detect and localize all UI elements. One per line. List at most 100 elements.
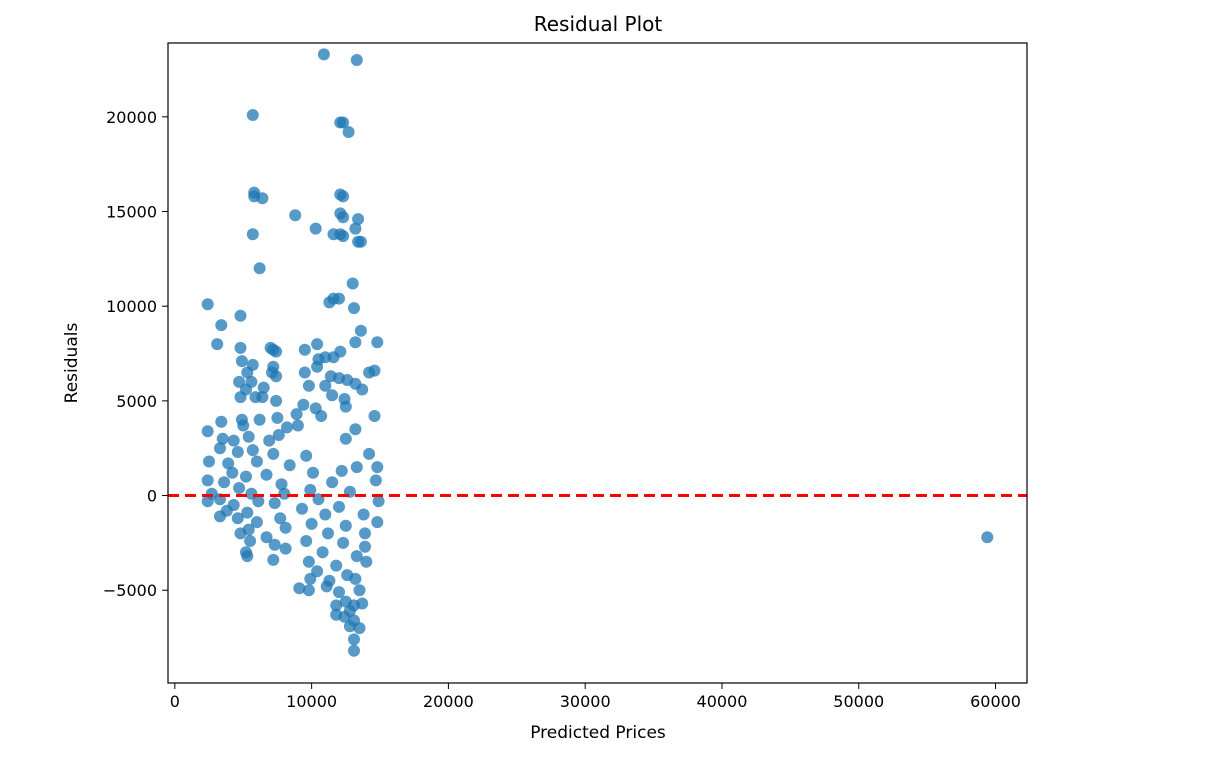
data-point bbox=[211, 338, 224, 351]
x-tick-label: 60000 bbox=[970, 692, 1021, 711]
x-tick-label: 40000 bbox=[697, 692, 748, 711]
data-point bbox=[317, 48, 330, 61]
data-point bbox=[349, 423, 362, 436]
data-point bbox=[337, 230, 350, 243]
data-point bbox=[201, 495, 214, 508]
data-point bbox=[363, 366, 376, 379]
y-tick-label: 10000 bbox=[106, 297, 157, 316]
data-point bbox=[244, 535, 257, 547]
data-point bbox=[339, 400, 352, 413]
data-point bbox=[237, 419, 250, 432]
data-point bbox=[350, 461, 363, 474]
data-point bbox=[253, 413, 266, 426]
data-point bbox=[330, 599, 343, 612]
data-point bbox=[289, 209, 302, 222]
x-axis-label: Predicted Prices bbox=[530, 723, 666, 743]
data-point bbox=[343, 620, 356, 633]
data-point bbox=[333, 586, 345, 599]
data-point bbox=[235, 355, 248, 368]
data-point bbox=[278, 487, 291, 500]
data-point bbox=[300, 535, 313, 547]
data-point bbox=[315, 410, 328, 422]
data-point bbox=[240, 470, 252, 483]
data-point bbox=[279, 521, 292, 534]
data-point bbox=[215, 319, 228, 332]
data-point bbox=[311, 360, 324, 373]
data-point bbox=[307, 466, 319, 479]
data-point bbox=[281, 421, 293, 434]
data-point bbox=[275, 478, 288, 491]
data-point bbox=[226, 466, 239, 479]
x-tick-label: 50000 bbox=[833, 692, 884, 711]
data-point bbox=[242, 430, 255, 443]
data-point bbox=[215, 415, 228, 428]
data-point bbox=[260, 468, 273, 481]
data-point bbox=[270, 370, 283, 383]
data-point bbox=[302, 555, 315, 568]
data-point bbox=[330, 559, 343, 572]
data-point bbox=[231, 446, 244, 458]
data-point bbox=[305, 517, 318, 530]
scatter-points bbox=[201, 48, 994, 657]
data-point bbox=[360, 555, 373, 568]
data-point bbox=[227, 434, 240, 447]
data-point bbox=[201, 425, 214, 438]
data-point bbox=[371, 336, 384, 349]
data-point bbox=[253, 262, 266, 275]
data-point bbox=[981, 531, 994, 544]
y-tick-label: 20000 bbox=[106, 108, 157, 127]
data-point bbox=[260, 531, 273, 544]
data-point bbox=[283, 459, 296, 472]
data-point bbox=[309, 222, 322, 235]
data-point bbox=[252, 495, 265, 508]
data-point bbox=[327, 351, 340, 364]
data-point bbox=[268, 497, 281, 510]
data-point bbox=[356, 383, 369, 396]
data-point bbox=[350, 550, 363, 563]
data-point bbox=[304, 572, 317, 585]
data-point bbox=[298, 366, 311, 379]
data-point bbox=[234, 309, 247, 322]
data-point bbox=[246, 444, 259, 457]
data-point bbox=[271, 411, 284, 424]
data-point bbox=[203, 455, 215, 468]
data-point bbox=[290, 408, 303, 421]
data-point bbox=[222, 457, 235, 470]
y-tick-label: 15000 bbox=[106, 203, 157, 222]
y-tick-label: 0 bbox=[147, 487, 157, 506]
data-point bbox=[257, 381, 270, 394]
data-point bbox=[337, 190, 350, 203]
data-point bbox=[342, 126, 355, 138]
data-point bbox=[201, 474, 214, 487]
data-point bbox=[349, 222, 362, 235]
data-point bbox=[250, 516, 263, 529]
data-point bbox=[316, 546, 329, 559]
chart-title: Residual Plot bbox=[534, 12, 663, 36]
data-point bbox=[371, 516, 384, 529]
data-point bbox=[337, 211, 350, 224]
data-point bbox=[300, 449, 313, 462]
data-point bbox=[298, 343, 311, 356]
data-point bbox=[234, 391, 247, 404]
data-point bbox=[320, 580, 333, 593]
data-point bbox=[246, 228, 259, 241]
x-tick-label: 10000 bbox=[286, 692, 337, 711]
data-point bbox=[272, 429, 285, 441]
y-tick-label: −5000 bbox=[103, 581, 157, 600]
data-point bbox=[354, 235, 367, 248]
data-point bbox=[279, 542, 292, 555]
data-point bbox=[352, 213, 365, 226]
data-point bbox=[322, 527, 334, 540]
data-point bbox=[214, 442, 226, 455]
data-point bbox=[241, 506, 254, 519]
data-point bbox=[372, 495, 385, 508]
data-point bbox=[359, 540, 371, 553]
data-point bbox=[274, 512, 287, 525]
data-point bbox=[368, 410, 381, 422]
data-point bbox=[371, 461, 384, 474]
data-point bbox=[296, 502, 308, 515]
data-point bbox=[234, 527, 247, 540]
data-point bbox=[350, 54, 363, 66]
plot-frame bbox=[167, 42, 1028, 684]
